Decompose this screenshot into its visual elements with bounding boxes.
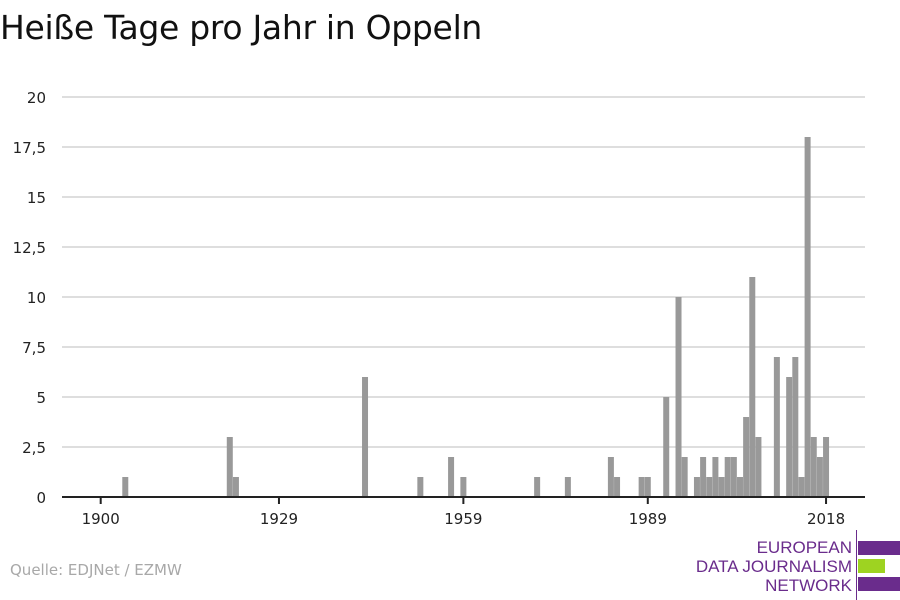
bar-1904 [122,477,129,497]
bar-1921 [226,437,233,497]
chart-title: Heiße Tage pro Jahr in Oppeln [0,8,483,47]
bar-1943 [362,377,369,497]
bar-1995 [681,457,688,497]
y-tick-label: 10 [27,289,46,307]
y-tick-label: 20 [27,89,46,107]
bar-1971 [534,477,541,497]
bar-1952 [417,477,424,497]
bar-2018 [823,437,830,497]
y-tick-label: 17,5 [13,139,46,157]
y-tick-label: 5 [36,389,46,407]
bar-1959 [460,477,467,497]
bar-2016 [810,437,817,497]
bar-1957 [448,457,455,497]
x-tick-label: 1900 [82,510,120,528]
bar-1994 [675,297,682,497]
x-tick-label: 1929 [260,510,298,528]
bar-2007 [755,437,762,497]
bar-2000 [712,457,719,497]
logo-bar-bottom [858,577,900,591]
gridlines [62,96,865,448]
bar-2001 [718,477,725,497]
bar-2013 [792,357,799,497]
bar-2010 [773,357,780,497]
bar-2015 [804,137,811,497]
bar-1992 [663,397,670,497]
logo-bar-middle [858,559,885,573]
bars [122,137,830,497]
bar-2005 [743,417,750,497]
logo-line-2: DATA JOURNALISM [695,557,852,576]
bar-1922 [232,477,239,497]
bar-2014 [798,477,805,497]
logo-bar-top [858,541,900,555]
logo-line-3: NETWORK [765,576,852,595]
y-tick-label: 7,5 [22,339,46,357]
bar-1989 [644,477,651,497]
logo-divider [856,530,857,600]
x-tick-label: 2018 [807,510,845,528]
bar-2006 [749,277,756,497]
bar-2017 [816,457,823,497]
y-tick-label: 0 [36,489,46,507]
bar-1983 [607,457,614,497]
bar-2002 [724,457,731,497]
bar-1976 [564,477,571,497]
x-axis-ticks: 1900 1929 1959 1989 2018 [82,497,845,528]
y-tick-label: 2,5 [22,439,46,457]
y-tick-label: 15 [27,189,46,207]
bar-1997 [693,477,700,497]
logo-line-1: EUROPEAN [756,538,852,557]
bar-2003 [730,457,737,497]
bar-2012 [786,377,793,497]
x-tick-label: 1959 [444,510,482,528]
y-tick-label: 12,5 [13,239,46,257]
bar-1988 [638,477,645,497]
y-axis-labels: 0 2,5 5 7,5 10 12,5 15 17,5 20 [13,89,46,507]
source-note: Quelle: EDJNet / EZMW [10,561,182,579]
bar-1998 [700,457,707,497]
x-tick-label: 1989 [629,510,667,528]
bar-2004 [736,477,743,497]
bar-1984 [614,477,621,497]
bar-1999 [706,477,713,497]
